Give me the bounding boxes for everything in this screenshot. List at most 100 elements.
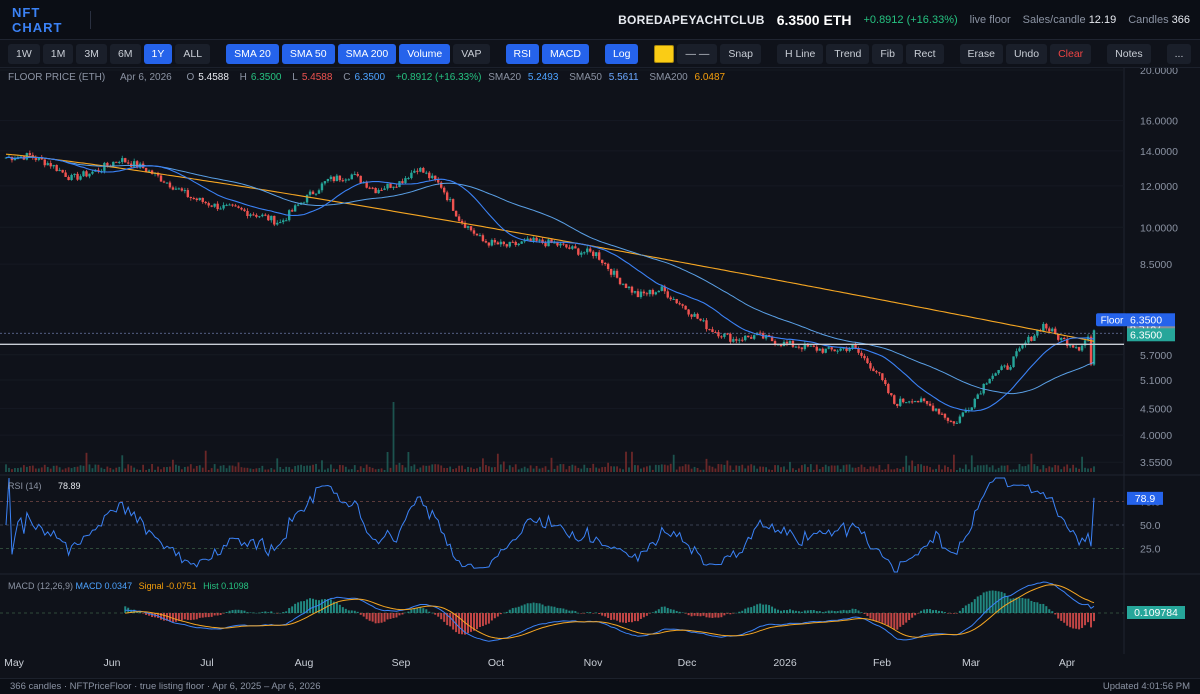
candle-body bbox=[624, 283, 628, 288]
candle-body bbox=[201, 197, 204, 202]
candle-body bbox=[198, 197, 201, 201]
volume-bar bbox=[398, 462, 401, 472]
candle-body bbox=[234, 205, 237, 207]
trend-tool-button[interactable]: Trend bbox=[826, 43, 870, 64]
macd-hist-bar bbox=[908, 613, 911, 620]
volume-bar bbox=[133, 467, 136, 472]
macd-hist-bar bbox=[833, 611, 836, 613]
range-6m-button[interactable]: 6M bbox=[109, 43, 141, 64]
price-tick-label: 12.0000 bbox=[1140, 181, 1178, 193]
candle-body bbox=[264, 214, 267, 216]
undo-button[interactable]: Undo bbox=[1005, 43, 1048, 64]
snap-toggle[interactable]: Snap bbox=[720, 43, 761, 64]
volume-bar bbox=[1003, 465, 1006, 472]
clear-button[interactable]: Clear bbox=[1050, 43, 1092, 64]
candle-body bbox=[37, 157, 40, 160]
candle-body bbox=[669, 297, 672, 300]
volume-bar bbox=[440, 465, 443, 472]
volume-bar bbox=[496, 453, 499, 472]
volume-bar bbox=[648, 465, 651, 472]
macd-hist-bar bbox=[288, 608, 291, 613]
notes-button[interactable]: Notes bbox=[1107, 43, 1151, 64]
sma50-toggle[interactable]: SMA 50 bbox=[281, 43, 335, 64]
fib-tool-button[interactable]: Fib bbox=[872, 43, 903, 64]
volume-bar bbox=[789, 461, 791, 472]
candle-body bbox=[335, 175, 339, 182]
volume-bar bbox=[973, 467, 976, 472]
macd-hist-bar bbox=[723, 613, 726, 616]
range-all-button[interactable]: ALL bbox=[175, 43, 211, 64]
log-scale-toggle[interactable]: Log bbox=[604, 43, 639, 64]
rsi-toggle[interactable]: RSI bbox=[505, 43, 540, 64]
macd-hist-bar bbox=[657, 609, 660, 613]
sma200-toggle[interactable]: SMA 200 bbox=[337, 43, 397, 64]
candle-body bbox=[1068, 345, 1072, 347]
volume-bar bbox=[413, 464, 416, 472]
candle-body bbox=[279, 222, 282, 224]
macd-hist-bar bbox=[1042, 603, 1045, 613]
legend-sma200: SMA200 6.0487 bbox=[649, 72, 729, 83]
volume-bar bbox=[338, 464, 341, 472]
volume-bar bbox=[529, 465, 532, 472]
volume-bar bbox=[938, 464, 940, 472]
volume-bar bbox=[1072, 464, 1075, 472]
range-1m-button[interactable]: 1M bbox=[42, 43, 74, 64]
time-axis-label: Aug bbox=[295, 657, 314, 669]
candle-body bbox=[580, 252, 583, 255]
candle-body bbox=[806, 343, 810, 347]
volume-bar bbox=[690, 468, 693, 472]
line-style-button[interactable]: — — bbox=[677, 43, 718, 64]
volume-bar bbox=[419, 467, 422, 472]
candle-body bbox=[896, 403, 899, 406]
rect-tool-button[interactable]: Rect bbox=[905, 43, 944, 64]
macd-hist-bar bbox=[276, 613, 279, 614]
volume-bar bbox=[726, 460, 729, 472]
price-chart[interactable]: 20.0000 16.0000 14.0000 12.0000 10.0000 8.500… bbox=[0, 68, 1200, 678]
range-1y-button[interactable]: 1Y bbox=[143, 43, 173, 64]
macd-hist-bar bbox=[830, 610, 833, 613]
macd-hist-bar bbox=[213, 613, 216, 616]
volume-bar bbox=[332, 468, 335, 472]
volume-bar bbox=[991, 465, 994, 472]
volume-bar bbox=[315, 463, 317, 472]
hline-tool-button[interactable]: H Line bbox=[776, 43, 824, 64]
volume-bar bbox=[40, 467, 43, 472]
macd-hist-bar bbox=[899, 613, 902, 627]
sma20-toggle[interactable]: SMA 20 bbox=[226, 43, 279, 64]
macd-hist-bar bbox=[359, 613, 362, 615]
volume-bar bbox=[815, 464, 818, 472]
candle-body bbox=[702, 320, 705, 322]
macd-hist-bar bbox=[338, 604, 341, 613]
candle-body bbox=[571, 246, 574, 249]
erase-button[interactable]: Erase bbox=[959, 43, 1003, 64]
macd-hist-bar bbox=[225, 611, 228, 613]
macd-hist-bar bbox=[1015, 597, 1018, 613]
candle-body bbox=[678, 303, 681, 305]
collection-name[interactable]: BOREDAPEYACHTCLUB bbox=[618, 13, 765, 27]
macd-hist-bar bbox=[419, 606, 422, 613]
range-3m-button[interactable]: 3M bbox=[76, 43, 107, 64]
vap-toggle[interactable]: VAP bbox=[453, 43, 490, 64]
macd-hist-bar bbox=[422, 608, 425, 613]
range-1w-button[interactable]: 1W bbox=[8, 43, 40, 64]
rsi-badge-text: 78.9 bbox=[1135, 493, 1156, 505]
macd-toggle[interactable]: MACD bbox=[542, 43, 589, 64]
macd-hist-bar bbox=[848, 609, 851, 613]
volume-toggle[interactable]: Volume bbox=[399, 43, 451, 64]
volume-bar bbox=[294, 466, 297, 472]
macd-hist-bar bbox=[309, 598, 312, 613]
candle-body bbox=[1042, 323, 1045, 332]
macd-hist-bar bbox=[765, 604, 768, 613]
candle-body bbox=[55, 164, 58, 172]
more-menu-button[interactable]: ... bbox=[1166, 43, 1192, 64]
volume-bar bbox=[842, 465, 845, 472]
macd-hist-bar bbox=[1033, 602, 1036, 613]
volume-bar bbox=[944, 465, 946, 472]
candle-body bbox=[532, 237, 535, 241]
color-swatch-button[interactable] bbox=[654, 44, 675, 63]
volume-bar bbox=[645, 466, 648, 472]
candle-body bbox=[344, 179, 348, 181]
volume-bar bbox=[964, 464, 967, 472]
volume-bar bbox=[279, 466, 282, 472]
candle-body bbox=[949, 420, 953, 422]
